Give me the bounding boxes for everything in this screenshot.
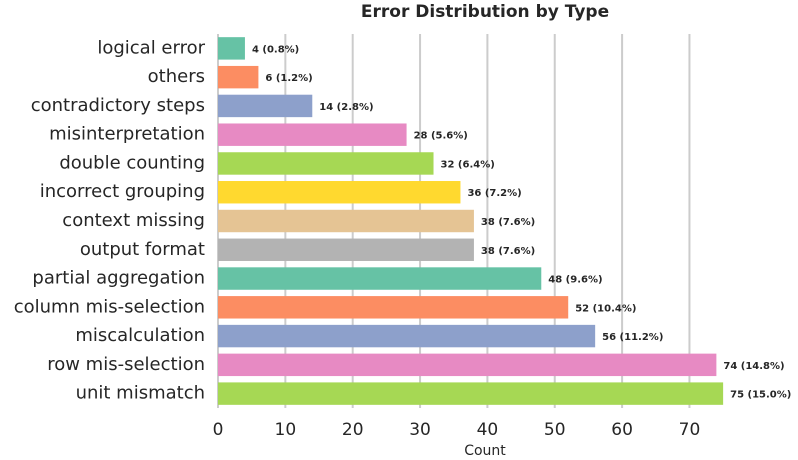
value-label: 38 (7.6%) (481, 246, 535, 257)
value-label: 74 (14.8%) (723, 361, 784, 372)
x-tick-label: 70 (679, 420, 701, 440)
x-tick-label: 20 (342, 420, 364, 440)
y-tick-label: double counting (59, 152, 205, 173)
bar (218, 94, 313, 118)
value-label: 52 (10.4%) (575, 303, 636, 314)
value-label: 4 (0.8%) (252, 44, 299, 55)
x-tick-label: 30 (409, 420, 431, 440)
bar (218, 324, 596, 348)
x-tick-label: 60 (611, 420, 633, 440)
y-tick-label: output format (80, 239, 205, 260)
bar (218, 267, 542, 290)
y-tick-label: row mis-selection (47, 354, 205, 375)
y-tick-label: misinterpretation (49, 124, 205, 145)
y-tick-label: logical error (97, 37, 205, 58)
value-label: 56 (11.2%) (602, 332, 663, 343)
value-label: 75 (15.0%) (730, 390, 791, 401)
bar (218, 382, 724, 405)
bar (218, 296, 569, 319)
bar (218, 353, 717, 377)
y-tick-label: column mis-selection (14, 296, 205, 317)
value-label: 14 (2.8%) (319, 102, 373, 113)
value-label: 38 (7.6%) (481, 217, 535, 228)
bar (218, 37, 245, 60)
value-label: 6 (1.2%) (265, 73, 312, 84)
y-tick-label: others (148, 66, 205, 87)
y-tick-label: partial aggregation (32, 268, 205, 289)
value-label: 28 (5.6%) (414, 131, 468, 142)
value-label: 36 (7.2%) (467, 188, 521, 199)
x-tick-label: 0 (213, 420, 224, 440)
chart-title: Error Distribution by Type (361, 2, 609, 22)
x-axis-label: Count (464, 443, 506, 459)
x-tick-label: 40 (477, 420, 499, 440)
x-tick-label: 10 (275, 420, 297, 440)
y-tick-label: context missing (62, 210, 205, 231)
x-tick-label: 50 (544, 420, 566, 440)
y-tick-label: miscalculation (75, 325, 205, 346)
y-tick-label: incorrect grouping (40, 181, 205, 202)
value-label: 48 (9.6%) (548, 275, 602, 286)
y-tick-label: contradictory steps (31, 95, 205, 116)
bar (218, 65, 259, 89)
value-label: 32 (6.4%) (441, 159, 495, 170)
y-tick-label: unit mismatch (76, 383, 205, 404)
bar (218, 181, 461, 204)
bar (218, 152, 434, 175)
bar (218, 209, 474, 233)
bar (218, 123, 407, 146)
bar (218, 238, 474, 261)
